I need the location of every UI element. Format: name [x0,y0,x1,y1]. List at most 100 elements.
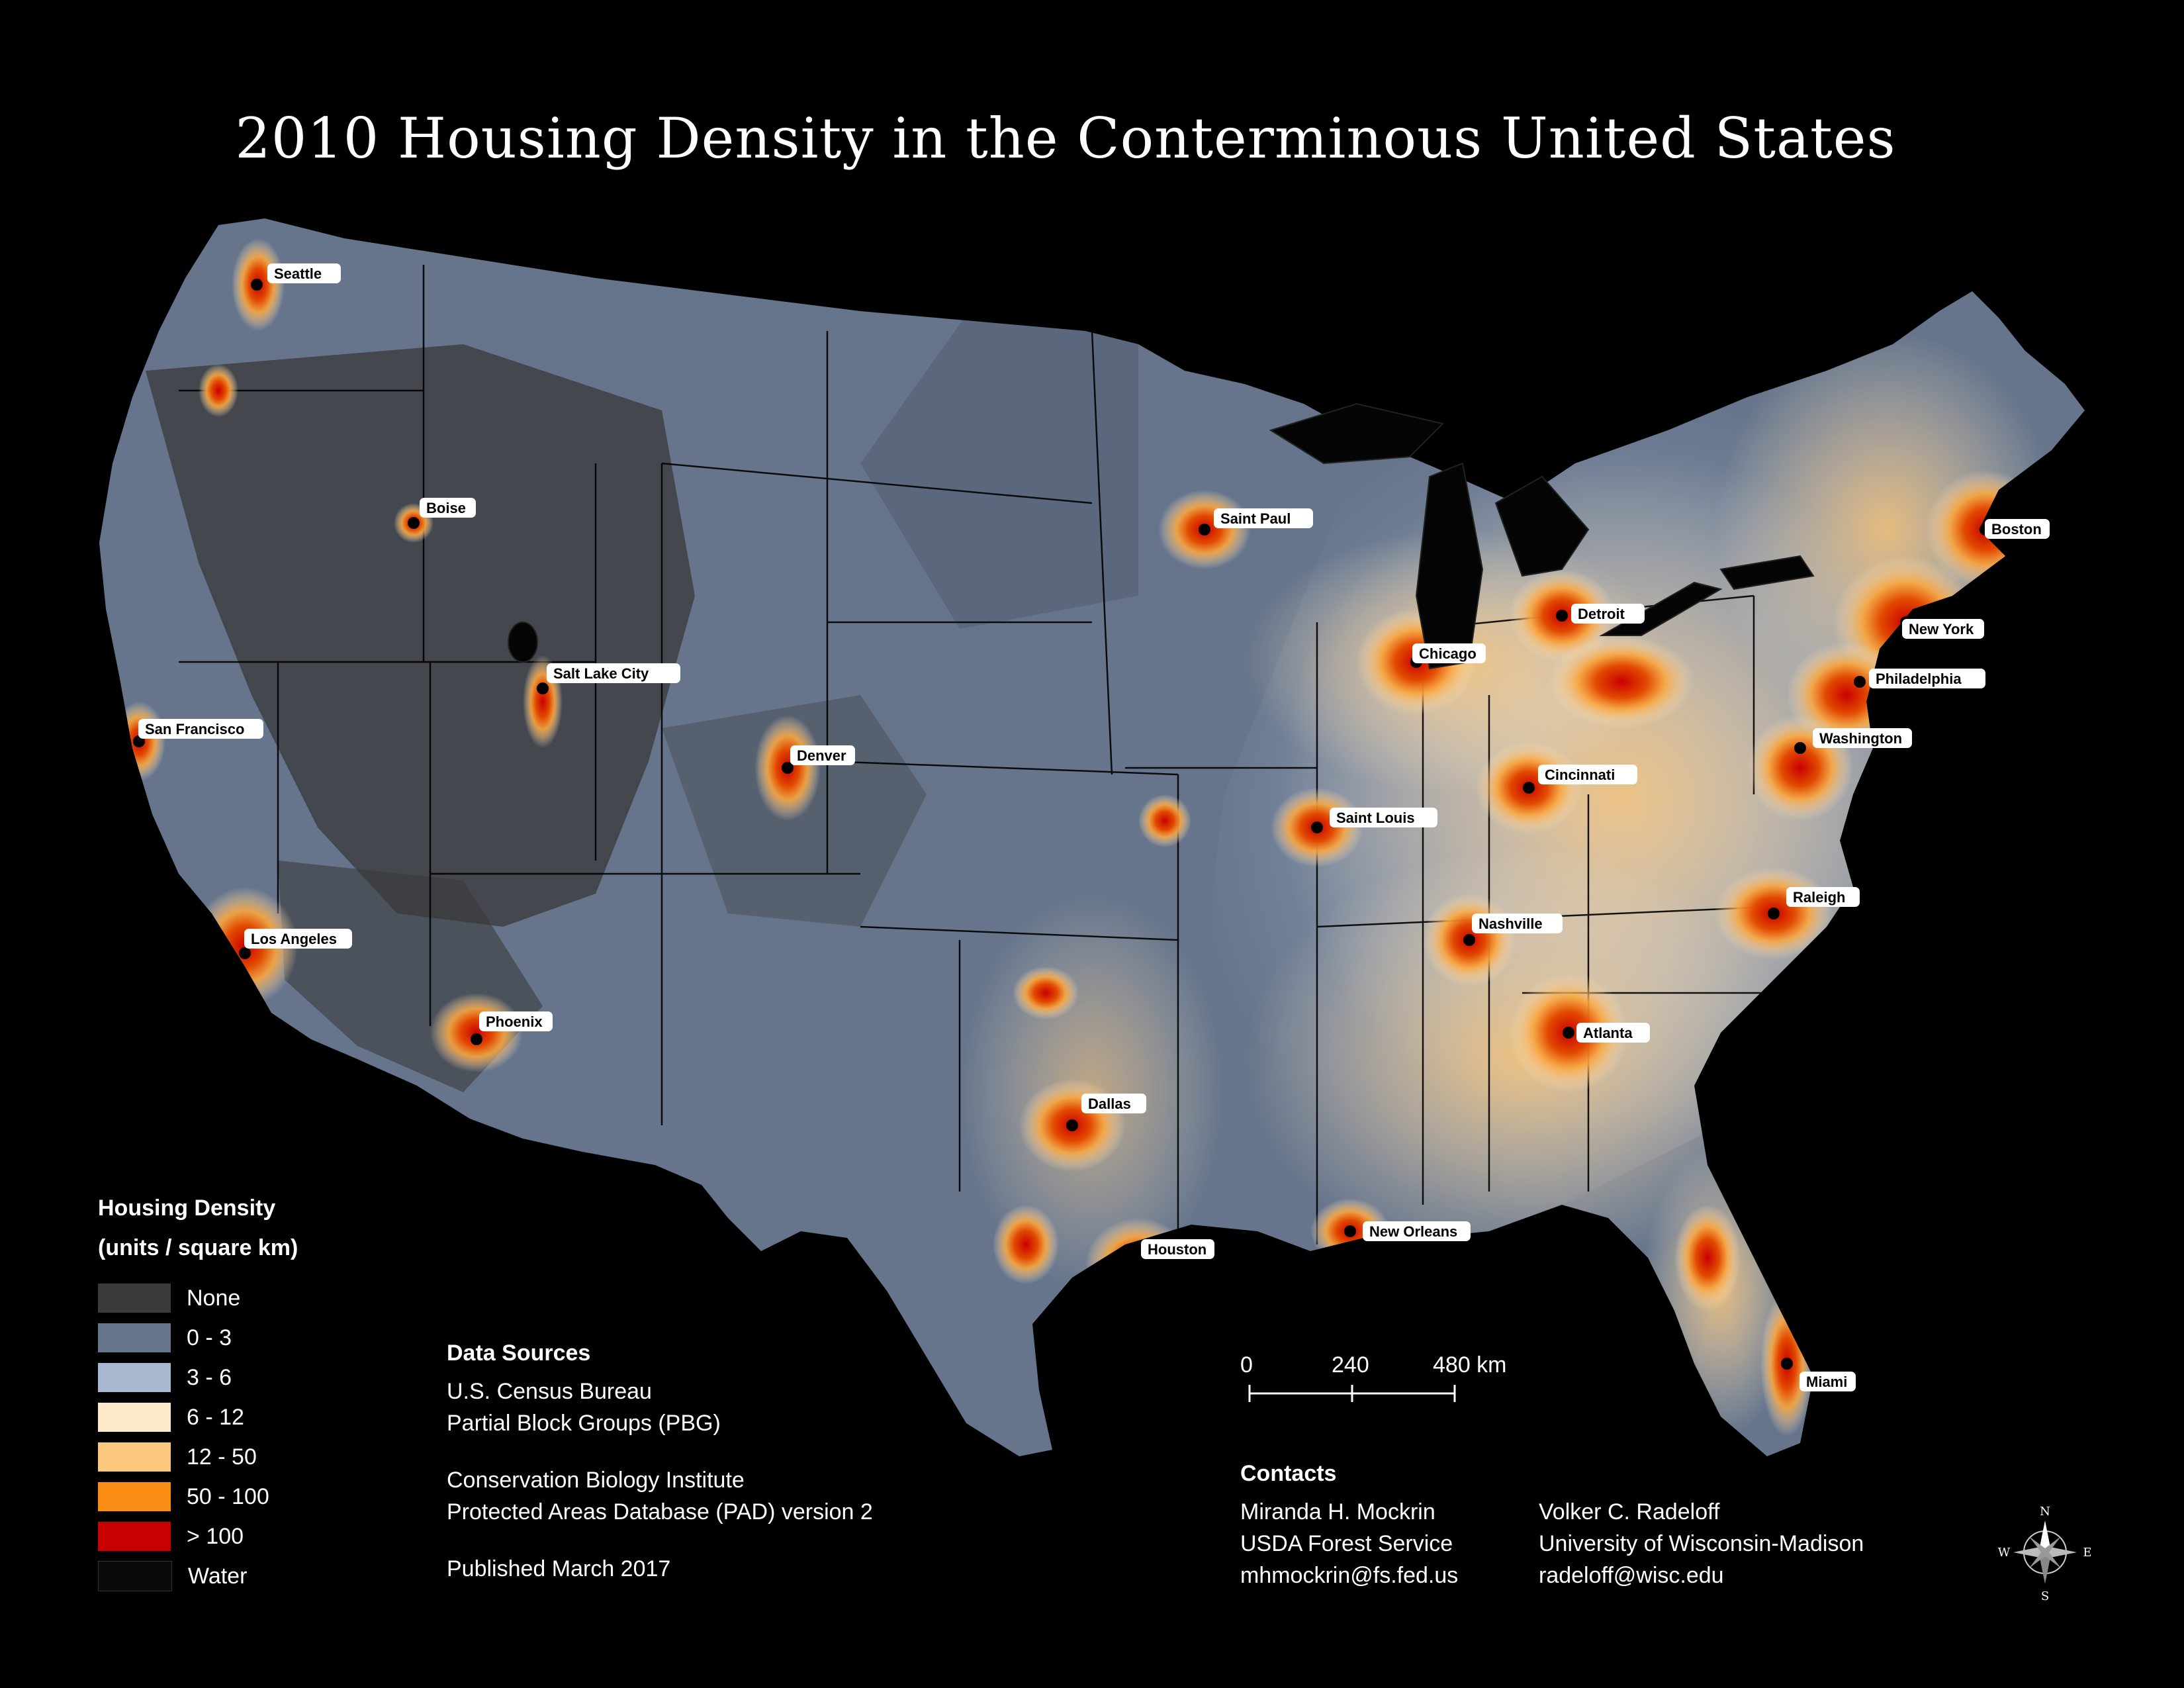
legend-swatch [98,1323,171,1352]
city-label: Chicago [1419,645,1477,662]
city-label-box [1813,728,1912,748]
city-point [471,1033,482,1045]
city-label: San Francisco [145,721,244,737]
city-point [1556,610,1568,622]
city-label-box [1472,914,1563,933]
source-line-2: Partial Block Groups (PBG) [447,1411,721,1436]
city-label: Los Angeles [251,931,337,947]
legend-item: None [98,1283,240,1313]
contact-2-org: University of Wisconsin-Madison [1539,1531,1864,1556]
city-point [1344,1225,1356,1237]
scale-label-0: 0 [1240,1352,1253,1378]
city-label-box [420,498,476,518]
city-point [1132,1258,1144,1270]
city-label: Cincinnati [1545,767,1615,783]
city-label-box [1330,808,1437,827]
city-label-box [1869,669,1985,688]
city-label-box [1799,1372,1856,1391]
city-label: Nashville [1479,915,1543,932]
city-label-box [1786,887,1860,907]
city-point [1781,1358,1793,1370]
legend-item: 0 - 3 [98,1323,232,1353]
city-label-box [1081,1094,1146,1113]
legend-item: Water [98,1561,247,1591]
legend-label: 50 - 100 [187,1483,269,1509]
contact-2-email[interactable]: radeloff@wisc.edu [1539,1563,1724,1588]
legend-title: Housing Density [98,1196,276,1221]
contacts-2: Volker C. Radeloff University of Wiscons… [1539,1496,1864,1591]
city-label-box [1571,604,1645,624]
city-point [1768,908,1780,919]
city-point [1563,1027,1574,1039]
city-label-box [267,263,341,283]
city-point [408,517,420,529]
city-label: Salt Lake City [553,665,649,682]
city-label: Dallas [1088,1096,1131,1112]
legend-label: 6 - 12 [187,1404,244,1430]
legend-swatch [98,1284,171,1313]
contact-1-name: Miranda H. Mockrin [1240,1499,1435,1524]
city-label: Atlanta [1583,1025,1633,1041]
city-label-box [138,719,263,739]
legend-label: 0 - 3 [187,1325,232,1350]
city-point [537,682,549,694]
legend-swatch [98,1363,171,1392]
legend-item: 12 - 50 [98,1442,257,1472]
city-label-box [790,745,855,765]
legend-item: 6 - 12 [98,1402,244,1432]
city-point [1199,524,1210,536]
city-point [1066,1119,1078,1131]
city-label: Saint Louis [1336,810,1415,826]
legend-label: Water [188,1563,248,1589]
city-label: Saint Paul [1220,510,1291,527]
city-label-box [1412,643,1486,663]
scale-bar [1248,1385,1456,1402]
compass-s: S [2041,1589,2049,1603]
legend-swatch [98,1442,171,1472]
city-point [239,947,251,959]
city-label: Boston [1991,521,2042,538]
contacts-heading: Contacts [1240,1461,1337,1486]
city-label: Houston [1148,1241,1206,1258]
legend-label: 3 - 6 [187,1364,232,1390]
map-title: 2010 Housing Density in the Conterminous… [235,106,1896,171]
city-point [1523,782,1535,794]
legend-units: (units / square km) [98,1235,298,1260]
city-label: Seattle [274,265,322,282]
city-label-box [479,1011,553,1031]
contact-2-name: Volker C. Radeloff [1539,1499,1720,1524]
legend-label: None [187,1285,241,1311]
city-label: New York [1909,621,1974,637]
city-label: Washington [1819,730,1902,747]
city-point [251,279,263,291]
compass-n: N [2040,1505,2050,1519]
scale-label-480: 480 km [1433,1352,1507,1378]
city-label-box [547,663,680,683]
city-label-box [1363,1221,1471,1241]
compass-w: W [1998,1546,2011,1560]
legend-swatch [98,1522,171,1551]
scale-label-240: 240 [1332,1352,1369,1378]
contact-1-email[interactable]: mhmockrin@fs.fed.us [1240,1563,1459,1588]
source-line-4: Protected Areas Database (PAD) version 2 [447,1499,873,1524]
city-label: Philadelphia [1876,671,1962,687]
compass-rose-icon: N S E W [1998,1505,2092,1603]
city-label-box [1538,765,1637,784]
compass-e: E [2083,1546,2091,1560]
city-label: Detroit [1578,606,1625,622]
city-label: New Orleans [1369,1223,1457,1240]
city-point [782,762,794,774]
city-label: Denver [797,747,846,764]
source-line-3: Conservation Biology Institute [447,1468,745,1493]
city-point [1311,821,1323,833]
contact-1-org: USDA Forest Service [1240,1531,1453,1556]
legend-item: 50 - 100 [98,1481,269,1512]
city-label: Phoenix [486,1013,543,1030]
data-sources-heading: Data Sources [447,1340,591,1366]
legend-swatch [98,1561,172,1591]
city-label-box [1985,519,2050,539]
data-sources: Data Sources U.S. Census Bureau Partial … [447,1337,873,1585]
city-label: Miami [1806,1374,1847,1390]
